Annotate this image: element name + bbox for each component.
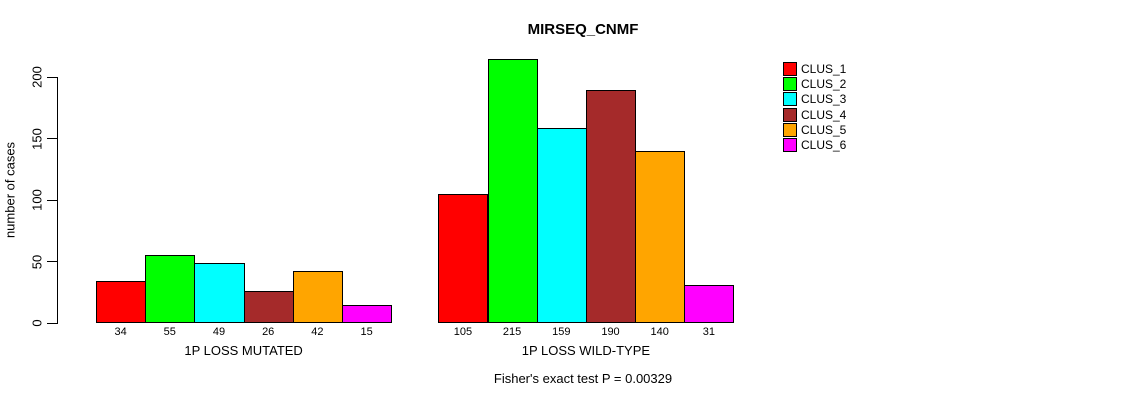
x-group-label: 1P LOSS WILD-TYPE	[521, 343, 651, 358]
y-axis-tick	[47, 199, 58, 201]
legend-label-clus_1: CLUS_1	[801, 62, 847, 76]
y-axis-tick	[47, 322, 58, 324]
bar-clus_1-group1	[96, 281, 147, 323]
legend-label-clus_4: CLUS_4	[801, 107, 847, 122]
bar-value-label: 15	[360, 325, 373, 338]
legend-label-clus_5: CLUS_5	[801, 122, 847, 137]
bar-value-label: 31	[702, 325, 716, 338]
bar-clus_1-group2	[438, 194, 489, 323]
bar-value-label: 140	[650, 325, 669, 338]
bar-value-label: 190	[601, 325, 620, 338]
y-axis-tick	[47, 76, 58, 78]
legend-swatch-clus_1	[783, 62, 797, 76]
y-axis-tick	[47, 138, 58, 140]
bar-value-label: 34	[114, 325, 127, 338]
legend-swatch-clus_5	[783, 122, 797, 137]
bar-clus_6-group1	[342, 304, 393, 323]
bar-clus_5-group1	[292, 271, 343, 323]
bar-value-label: 49	[212, 325, 226, 338]
x-group-label: 1P LOSS MUTATED	[184, 343, 303, 358]
bar-value-label: 42	[311, 325, 324, 338]
legend-swatch-clus_2	[783, 77, 797, 92]
legend-swatch-clus_6	[783, 138, 797, 152]
y-tick-label: 100	[29, 189, 45, 212]
legend-label-clus_3: CLUS_3	[801, 92, 847, 107]
bar-clus_6-group2	[684, 284, 735, 323]
y-tick-label: 150	[29, 127, 45, 150]
y-tick-label: 0	[29, 319, 45, 327]
bar-value-label: 55	[163, 325, 176, 338]
legend-swatch-clus_4	[783, 107, 797, 122]
annotation-fisher-test: Fisher's exact test P = 0.00329	[493, 371, 673, 386]
bar-clus_3-group1	[194, 262, 245, 323]
bar-clus_4-group2	[585, 89, 637, 323]
y-tick-label: 50	[29, 254, 45, 269]
y-axis-tick	[47, 261, 58, 263]
bar-value-label: 215	[502, 325, 522, 338]
bar-clus_2-group1	[145, 255, 196, 323]
bar-clus_3-group2	[536, 127, 587, 323]
y-tick-label: 200	[29, 66, 45, 89]
bar-value-label: 26	[262, 325, 275, 338]
bar-clus_5-group2	[635, 151, 686, 323]
y-axis-line	[57, 77, 58, 324]
chart-title: MIRSEQ_CNMF	[527, 21, 639, 38]
bar-value-label: 105	[453, 325, 473, 338]
bar-clus_2-group2	[487, 58, 538, 323]
bar-clus_4-group1	[243, 291, 294, 323]
legend-swatch-clus_3	[783, 92, 797, 107]
legend-label-clus_6: CLUS_6	[801, 138, 847, 152]
bar-value-label: 159	[552, 325, 571, 338]
legend-label-clus_2: CLUS_2	[801, 77, 847, 92]
